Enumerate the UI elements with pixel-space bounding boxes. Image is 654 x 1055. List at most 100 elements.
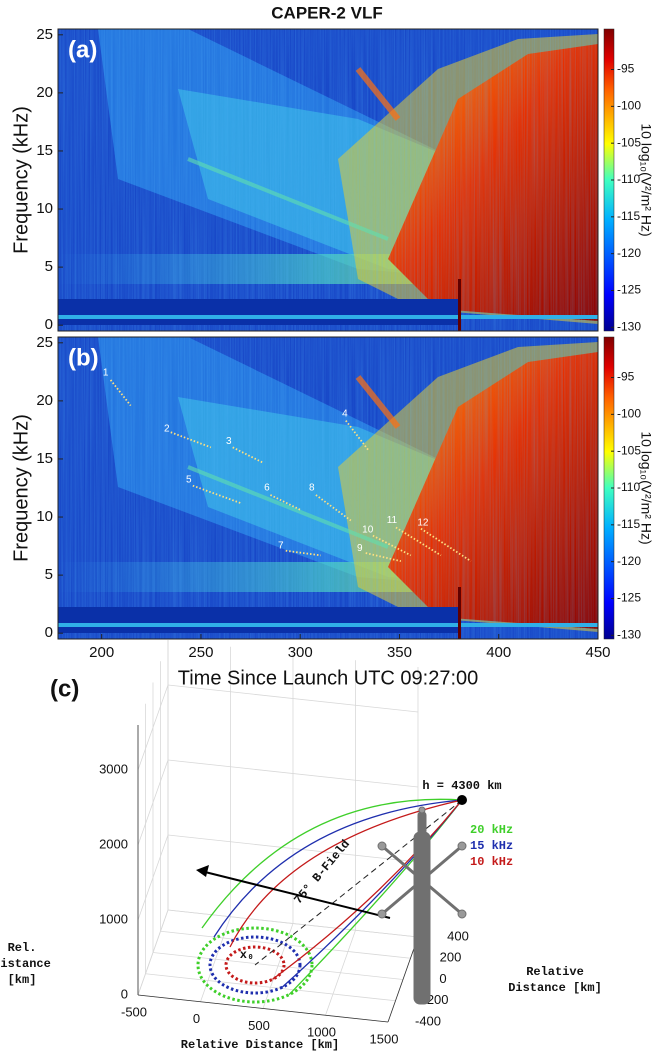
whistler-trace: [285, 549, 321, 557]
footprint-ring: [208, 935, 302, 995]
b-field-line: [254, 799, 463, 966]
z-tick-label: 2000: [99, 836, 128, 851]
plot-frame: [57, 336, 599, 640]
ray-path: [213, 799, 463, 938]
y-tick-label: 25: [36, 26, 53, 43]
x-tick-label: 500: [248, 1018, 270, 1033]
x-tick-label: 250: [188, 644, 213, 661]
x-tick-label: -500: [121, 1004, 147, 1019]
legend-label: 10 kHz: [470, 855, 513, 869]
y-tick-label: 400: [447, 928, 469, 943]
trace-number: 7: [278, 541, 284, 552]
x-tick-label: 300: [288, 644, 313, 661]
colorbar-tick-label: -120: [617, 554, 641, 568]
colorbar-tick-label: -95: [617, 62, 635, 76]
panel-label: (b): [68, 344, 99, 371]
grid-line: [137, 909, 169, 996]
y-axis-label: Frequency (kHz): [10, 414, 32, 562]
y-tick-label: -400: [415, 1013, 441, 1028]
trace-number: 8: [309, 483, 315, 494]
x-tick-label: 450: [585, 644, 610, 661]
ray-path: [229, 799, 463, 948]
z-tick-label: 1000: [99, 911, 128, 926]
apex-point: [457, 795, 467, 805]
colorbar-tick-label: -95: [617, 370, 635, 384]
colorbar-tick-label: -130: [617, 319, 641, 333]
whistler-trace: [315, 494, 352, 522]
grid-line: [152, 952, 404, 980]
whistler-trace: [192, 484, 241, 504]
direction-arrow: [204, 871, 391, 919]
trace-number: 12: [417, 517, 429, 528]
colorbar-tick-label: -115: [617, 517, 640, 531]
grid-line: [137, 834, 169, 921]
arrow-head: [196, 865, 209, 877]
z-axis-label: Distance: [0, 957, 51, 971]
colorbar-tick-label: -120: [617, 246, 641, 260]
x-tick-label: 0: [193, 1011, 200, 1026]
trace-number: 5: [186, 475, 192, 486]
footprint-ring: [224, 945, 286, 985]
grid-line: [167, 909, 419, 938]
grid-line: [137, 759, 169, 846]
colorbar-tick-label: -130: [617, 627, 641, 641]
plot-frame: [57, 28, 599, 332]
whistler-trace: [170, 431, 212, 449]
colorbar-tick-label: -125: [617, 283, 641, 297]
y-tick-label: 0: [439, 971, 446, 986]
z-tick-label: 3000: [99, 761, 128, 776]
ray-path: [201, 798, 463, 929]
y-tick-label: 0: [45, 624, 53, 641]
colorbar-tick-label: -105: [617, 135, 641, 149]
whistler-trace: [365, 552, 402, 563]
footprint-ring: [196, 926, 314, 1004]
colorbar-tick-label: -125: [617, 591, 641, 605]
y-tick-label: 200: [440, 950, 462, 965]
panel-label: (a): [68, 36, 97, 63]
rocket: [377, 806, 467, 1005]
colorbar-tick-label: -100: [617, 99, 641, 113]
y-axis-label: Frequency (kHz): [10, 106, 32, 254]
x-tick-label: 350: [387, 644, 412, 661]
y-tick-label: 15: [36, 450, 53, 467]
x-tick-label: 1000: [307, 1025, 336, 1040]
colorbar-label: 10 log₁₀(V²/m² Hz): [638, 431, 654, 544]
trace-number: 1: [103, 368, 109, 379]
y-tick-label: 10: [36, 508, 53, 525]
origin-label: x₀: [240, 948, 254, 962]
trace-number: 3: [226, 436, 232, 447]
x-axis-label: Relative Distance [km]: [181, 1038, 339, 1052]
apex-label: h = 4300 km: [422, 779, 501, 793]
y-tick-label: 5: [45, 258, 53, 275]
grid-line: [167, 684, 419, 713]
trace-number: 6: [264, 483, 270, 494]
trace-number: 4: [342, 408, 348, 419]
x-axis-label: Time Since Launch UTC 09:27:00: [178, 667, 479, 689]
y-tick-label: 20: [36, 84, 53, 101]
whistler-trace: [270, 494, 302, 511]
y-tick-label: 20: [36, 392, 53, 409]
trace-number: 2: [164, 423, 170, 434]
whistler-trace: [345, 420, 370, 452]
legend-label: 15 kHz: [470, 839, 513, 853]
spectrogram-image: [58, 29, 598, 331]
axis-line: [387, 936, 419, 1023]
trace-number: 11: [387, 515, 398, 526]
grid-line: [137, 684, 169, 771]
grid-line: [167, 759, 419, 788]
colorbar-label: 10 log₁₀(V²/m² Hz): [638, 123, 654, 236]
x-tick-label: 400: [486, 644, 511, 661]
x-tick-label: 200: [89, 644, 114, 661]
figure-title: CAPER-2 VLF: [271, 3, 382, 22]
trace-number: 9: [357, 543, 363, 554]
y-tick-label: 0: [45, 316, 53, 333]
y-tick-label: 15: [36, 142, 53, 159]
trace-number: 10: [362, 524, 374, 535]
y-tick-label: 5: [45, 566, 53, 583]
colorbar-tick-label: -100: [617, 407, 641, 421]
spectrogram-image: [58, 337, 598, 639]
z-tick-label: 0: [121, 986, 128, 1001]
z-axis-label: Rel.: [8, 941, 37, 955]
